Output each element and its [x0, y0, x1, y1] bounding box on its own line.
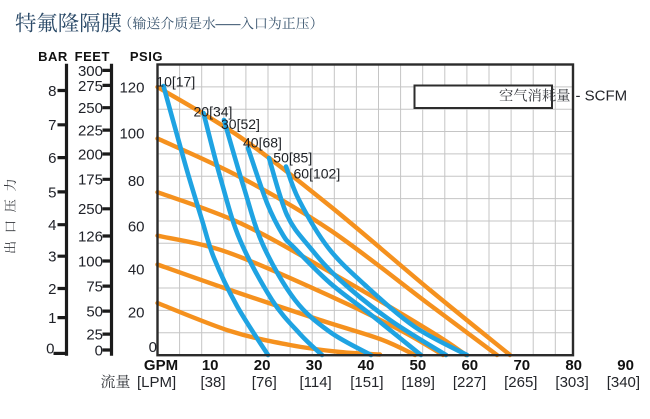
svg-text:100: 100 — [119, 125, 144, 142]
svg-text:90: 90 — [617, 357, 634, 374]
svg-text:100: 100 — [78, 253, 103, 270]
svg-text:70: 70 — [513, 357, 530, 374]
svg-text:8: 8 — [48, 83, 56, 100]
svg-text:50[85]: 50[85] — [273, 149, 312, 165]
svg-text:[151]: [151] — [350, 374, 383, 391]
svg-text:175: 175 — [78, 172, 103, 189]
svg-text:60[102]: 60[102] — [294, 165, 341, 181]
svg-text:[38]: [38] — [200, 374, 225, 391]
svg-text:0: 0 — [95, 342, 103, 359]
svg-text:60: 60 — [461, 357, 478, 374]
svg-text:7: 7 — [48, 117, 56, 134]
svg-text:50: 50 — [410, 357, 427, 374]
svg-text:[265]: [265] — [504, 374, 537, 391]
svg-text:30: 30 — [306, 357, 323, 374]
svg-text:250: 250 — [78, 100, 103, 117]
svg-text:20: 20 — [128, 304, 145, 321]
svg-text:[76]: [76] — [252, 374, 277, 391]
svg-text:FEET: FEET — [75, 49, 110, 64]
svg-text:120: 120 — [119, 79, 144, 96]
svg-text:80: 80 — [565, 357, 582, 374]
svg-text:6: 6 — [48, 150, 56, 167]
svg-text:- SCFM: - SCFM — [576, 88, 628, 105]
svg-text:[227]: [227] — [453, 374, 486, 391]
svg-text:1: 1 — [48, 310, 56, 327]
svg-text:40[68]: 40[68] — [243, 134, 282, 150]
svg-text:20: 20 — [254, 357, 271, 374]
svg-text:[114]: [114] — [299, 374, 331, 391]
svg-text:126: 126 — [78, 228, 103, 245]
svg-text:40: 40 — [358, 357, 375, 374]
svg-text:PSIG: PSIG — [130, 49, 163, 64]
svg-text:0: 0 — [149, 339, 157, 356]
svg-text:[303]: [303] — [555, 374, 588, 391]
svg-text:300: 300 — [78, 63, 103, 80]
svg-text:0: 0 — [46, 340, 54, 357]
svg-text:60: 60 — [128, 218, 145, 235]
svg-text:75: 75 — [86, 279, 103, 296]
svg-text:225: 225 — [78, 123, 103, 140]
svg-text:[189]: [189] — [402, 374, 435, 391]
svg-text:GPM: GPM — [144, 357, 178, 374]
svg-text:250: 250 — [78, 201, 103, 218]
svg-text:50: 50 — [86, 304, 103, 321]
svg-text:[340]: [340] — [607, 374, 640, 391]
svg-text:20[34]: 20[34] — [194, 104, 233, 120]
svg-text:5: 5 — [48, 184, 56, 201]
svg-text:2: 2 — [48, 281, 56, 298]
svg-text:25: 25 — [86, 327, 103, 344]
svg-text:275: 275 — [78, 78, 103, 95]
svg-text:40: 40 — [128, 261, 145, 278]
svg-text:80: 80 — [128, 173, 145, 190]
svg-text:10[17]: 10[17] — [156, 74, 195, 90]
svg-text:[LPM]: [LPM] — [137, 374, 176, 391]
svg-text:4: 4 — [48, 217, 56, 234]
svg-text:BAR: BAR — [38, 49, 68, 64]
svg-text:3: 3 — [48, 249, 56, 266]
svg-text:30[52]: 30[52] — [221, 116, 260, 132]
svg-text:200: 200 — [78, 146, 103, 163]
svg-text:10: 10 — [202, 357, 219, 374]
